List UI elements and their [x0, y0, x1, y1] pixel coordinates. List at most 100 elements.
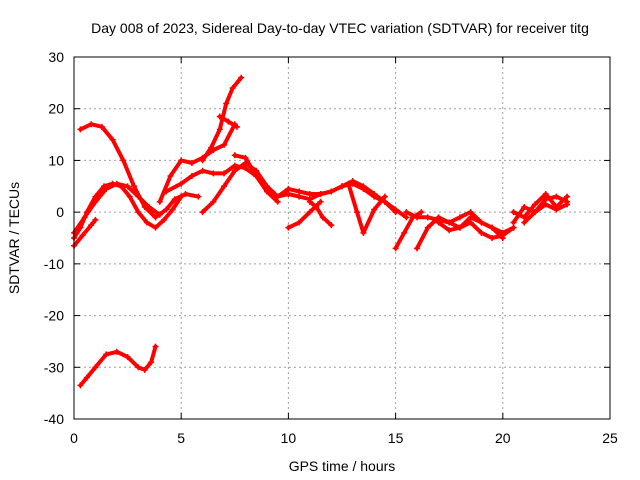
data-point-marker: [360, 183, 367, 190]
data-point-marker: [195, 193, 202, 200]
data-point-marker: [135, 209, 142, 216]
data-point-marker: [339, 183, 345, 190]
x-tick-label: 0: [70, 430, 78, 446]
y-tick-label: -10: [44, 256, 64, 272]
data-point-marker: [79, 232, 86, 239]
y-tick-label: -20: [44, 308, 64, 324]
data-point-marker: [489, 235, 496, 241]
data-point-marker: [414, 245, 421, 252]
data-point-marker: [221, 170, 228, 177]
series-arc-21: [77, 343, 159, 389]
data-point-marker: [216, 126, 223, 133]
x-tick-label: 15: [388, 430, 404, 446]
data-point-marker: [225, 118, 232, 125]
series-arc-10: [231, 152, 399, 216]
data-point-marker: [242, 165, 249, 172]
y-tick-label: -30: [44, 359, 64, 375]
x-tick-label: 10: [281, 430, 297, 446]
data-point-marker: [238, 74, 245, 81]
series-arc-3: [71, 180, 163, 236]
data-point-marker: [446, 227, 453, 234]
data-point-marker: [313, 203, 320, 210]
data-point-marker: [103, 351, 110, 358]
data-point-marker: [253, 172, 260, 179]
data-point-marker: [564, 201, 571, 208]
data-point-marker: [182, 191, 189, 198]
data-point-marker: [456, 224, 463, 231]
data-point-marker: [531, 201, 538, 208]
data-point-marker: [553, 206, 560, 213]
y-tick-label: 30: [48, 49, 64, 65]
data-point-marker: [371, 206, 378, 213]
data-point-marker: [163, 188, 170, 195]
data-point-marker: [467, 219, 474, 226]
data-point-marker: [296, 193, 303, 200]
series-arc-13: [345, 180, 388, 236]
data-point-marker: [489, 224, 496, 231]
chart-title: Day 008 of 2023, Sidereal Day-to-day VTE…: [91, 20, 589, 36]
data-point-marker: [510, 209, 517, 216]
y-tick-label: 10: [48, 152, 64, 168]
data-point-marker: [467, 214, 474, 221]
data-point-marker: [146, 203, 153, 210]
data-point-marker: [143, 219, 150, 226]
data-point-marker: [156, 211, 163, 218]
data-point-marker: [231, 167, 238, 174]
data-point-marker: [167, 172, 174, 179]
data-point-marker: [229, 85, 236, 92]
data-point-marker: [381, 193, 388, 200]
data-point-marker: [424, 224, 431, 231]
x-tick-label: 25: [602, 430, 618, 446]
series-arc-11: [285, 198, 324, 231]
data-point-marker: [467, 209, 474, 216]
series-arc-4: [71, 216, 99, 249]
data-point-marker: [178, 157, 185, 164]
data-point-marker: [403, 214, 410, 221]
series-arc-1: [77, 121, 202, 221]
series-line: [232, 153, 398, 215]
data-point-marker: [360, 229, 367, 236]
series-arc-17: [435, 214, 506, 241]
data-point-marker: [233, 123, 240, 130]
data-point-marker: [152, 214, 159, 221]
series-line: [511, 194, 570, 225]
data-point-marker: [208, 144, 215, 151]
data-point-marker: [178, 193, 185, 200]
data-point-marker: [152, 224, 159, 231]
data-point-marker: [131, 183, 138, 190]
data-point-marker: [306, 198, 313, 205]
data-point-marker: [296, 188, 303, 195]
data-point-marker: [124, 353, 131, 360]
data-point-marker: [349, 178, 356, 185]
data-point-marker: [92, 216, 99, 223]
y-axis-label: SDTVAR / TECUs: [6, 182, 22, 294]
data-point-marker: [317, 191, 324, 198]
data-point-marker: [141, 366, 148, 373]
data-point-marker: [424, 214, 431, 221]
y-tick-label: 20: [48, 101, 64, 117]
data-point-marker: [92, 364, 99, 371]
data-point-marker: [92, 198, 99, 205]
data-point-marker: [83, 374, 90, 381]
x-tick-label: 5: [177, 430, 185, 446]
grid: [74, 57, 610, 419]
data-point-marker: [328, 188, 335, 195]
series-arc-7: [216, 113, 240, 130]
data-point-marker: [456, 214, 463, 221]
data-point-marker: [371, 191, 378, 198]
data-point-marker: [345, 180, 352, 187]
data-point-marker: [510, 219, 517, 226]
data-point-marker: [178, 180, 185, 187]
data-point-marker: [274, 198, 281, 205]
data-point-marker: [553, 193, 560, 200]
data-point-marker: [120, 157, 127, 164]
data-point-marker: [221, 183, 228, 190]
data-point-marker: [263, 188, 270, 195]
data-point-marker: [285, 224, 292, 231]
data-point-marker: [521, 219, 528, 226]
data-point-marker: [418, 209, 425, 216]
data-point-marker: [435, 214, 442, 221]
data-point-marker: [77, 126, 84, 133]
plot-frame: [73, 56, 611, 420]
